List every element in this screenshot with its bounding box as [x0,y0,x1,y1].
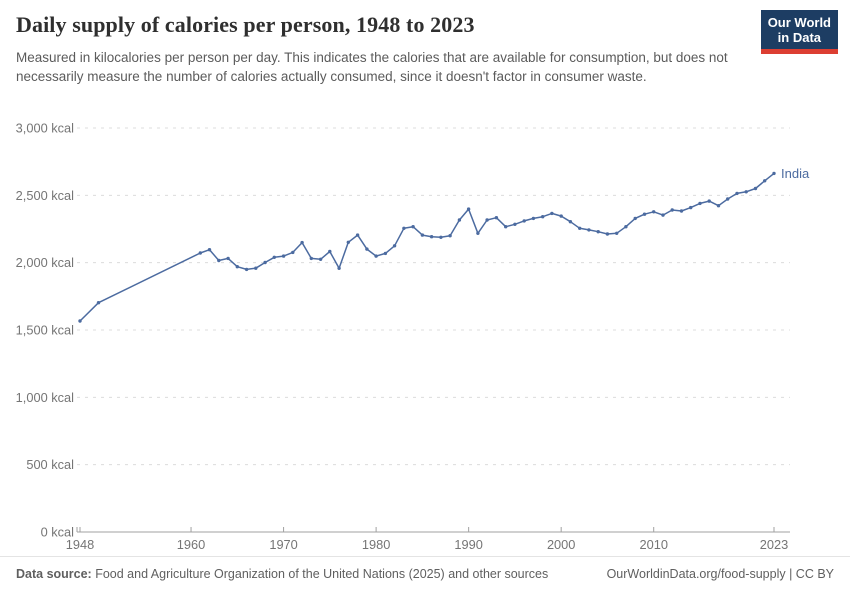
data-point[interactable] [263,260,267,265]
data-point[interactable] [374,254,378,258]
data-point[interactable] [772,171,776,176]
x-tick-label: 1970 [269,537,297,552]
data-point[interactable] [494,216,499,220]
data-source-note: Data source: Food and Agriculture Organi… [16,567,548,581]
data-point[interactable] [744,190,748,194]
data-point[interactable] [439,235,443,239]
y-tick-label: 0 kcal [41,525,74,540]
chart-header: Daily supply of calories per person, 194… [16,10,838,86]
data-point[interactable] [707,199,711,203]
x-tick-label: 2010 [639,537,667,552]
data-point[interactable] [698,201,702,206]
data-point[interactable] [328,249,332,254]
data-point[interactable] [504,225,508,229]
chart-footer: Data source: Food and Agriculture Organi… [0,556,850,600]
data-point[interactable] [596,230,600,234]
x-tick-label: 1990 [454,537,482,552]
data-point[interactable] [457,218,462,222]
data-point[interactable] [207,248,212,252]
x-tick-label: 1980 [362,537,390,552]
data-point[interactable] [689,205,693,210]
data-point[interactable] [226,256,230,261]
data-point[interactable] [753,186,758,191]
x-tick-label: 1960 [177,537,205,552]
data-point[interactable] [763,179,767,183]
x-tick-label: 2023 [760,537,788,552]
data-point[interactable] [429,235,434,239]
data-point[interactable] [337,266,341,270]
y-tick-label: 500 kcal [26,457,74,472]
data-point[interactable] [476,231,480,235]
line-chart[interactable]: 0 kcal 500 kcal 1,000 kcal 1,500 kcal 2,000 … [0,110,850,555]
data-point[interactable] [716,204,721,208]
data-source-text: Food and Agriculture Organization of the… [91,567,549,581]
y-tick-label: 1,500 kcal [16,323,74,338]
chart-subtitle: Measured in kilocalories per person per … [16,50,728,84]
data-point[interactable] [355,233,360,237]
data-point[interactable] [244,267,249,272]
data-point[interactable] [466,207,471,211]
data-point[interactable] [217,258,221,263]
data-point[interactable] [642,212,647,216]
data-point[interactable] [392,244,397,248]
data-point[interactable] [383,251,388,256]
y-tick-label: 3,000 kcal [16,121,74,136]
data-point[interactable] [679,209,684,213]
data-point[interactable] [652,210,656,214]
data-point[interactable] [235,265,239,269]
data-point[interactable] [411,225,415,229]
data-point[interactable] [300,240,304,245]
data-source-label: Data source: [16,567,92,581]
data-point[interactable] [670,208,674,212]
data-point[interactable] [346,240,350,244]
data-point[interactable] [735,191,739,196]
data-point[interactable] [550,211,554,216]
data-point[interactable] [587,228,591,232]
data-point[interactable] [254,266,258,270]
data-point[interactable] [605,232,610,236]
owid-logo[interactable]: Our World in Data [760,10,838,54]
data-point[interactable] [402,226,406,230]
y-tick-label: 2,500 kcal [16,188,74,203]
data-point[interactable] [578,226,582,230]
data-point[interactable] [198,251,202,255]
y-tick-label: 2,000 kcal [16,255,74,270]
x-tick-label: 1948 [66,537,94,552]
data-point[interactable] [309,256,313,261]
data-point[interactable] [633,216,637,221]
page-title: Daily supply of calories per person, 194… [16,12,475,37]
data-point[interactable] [541,215,545,219]
owid-logo-line1: Our World [767,15,831,30]
chart-area[interactable]: 0 kcal 500 kcal 1,000 kcal 1,500 kcal 2,000 … [0,110,850,555]
data-point[interactable] [272,255,276,259]
data-point[interactable] [485,218,489,222]
data-point[interactable] [291,250,295,255]
data-point[interactable] [661,213,665,217]
series-end-label[interactable]: India [781,166,810,181]
data-point[interactable] [726,197,730,201]
data-point[interactable] [615,231,619,235]
data-point[interactable] [513,222,517,226]
data-point[interactable] [568,220,573,224]
data-point[interactable] [78,319,82,323]
y-tick-label: 1,000 kcal [16,390,74,405]
data-point[interactable] [522,219,526,223]
x-tick-label: 2000 [547,537,575,552]
data-point[interactable] [318,257,323,261]
data-point[interactable] [420,233,425,237]
license-link[interactable]: OurWorldinData.org/food-supply | CC BY [606,567,834,581]
data-point[interactable] [624,225,628,229]
data-point[interactable] [559,214,563,218]
data-point[interactable] [281,254,286,258]
owid-logo-line2: in Data [777,30,822,45]
data-point[interactable] [365,247,369,251]
data-point[interactable] [531,216,536,221]
data-point[interactable] [96,301,101,305]
data-point[interactable] [448,234,452,238]
